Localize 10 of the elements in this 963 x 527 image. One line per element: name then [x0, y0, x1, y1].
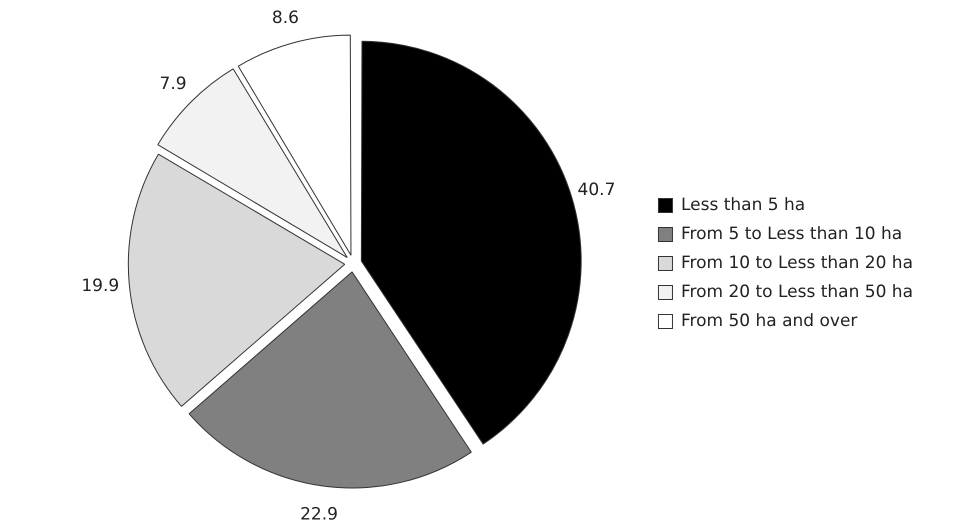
data-label: 40.7 [578, 180, 616, 200]
legend-label: From 5 to Less than 10 ha [680, 224, 902, 244]
legend-label: Less than 5 ha [680, 194, 806, 215]
data-label: 8.6 [272, 8, 299, 28]
data-label: 22.9 [300, 504, 338, 525]
legend-label: From 50 ha and over [680, 310, 858, 331]
data-label: 19.9 [81, 276, 120, 296]
legend-label: From 20 to Less than 50 ha [680, 282, 914, 302]
data-label: 7.9 [160, 74, 187, 94]
legend-label: From 10 to Less than 20 ha [680, 252, 914, 273]
